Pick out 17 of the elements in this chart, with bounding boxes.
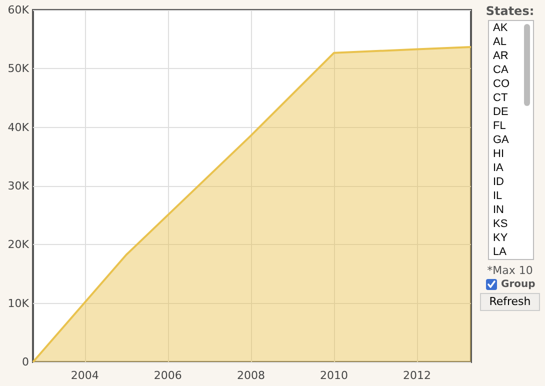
text: *Max 10	[486, 264, 534, 277]
y-tick-label: 30K	[8, 180, 30, 192]
state-listbox: AK AL AR CA CO CT DE FL GA HI IA ID IL IN KS KY LA	[488, 20, 534, 260]
text: States:	[484, 4, 536, 18]
y-tick-label: 40K	[8, 120, 30, 134]
x-tick-label: 2012	[403, 369, 432, 382]
y-tick-label: 50K	[8, 62, 30, 76]
x-tick-label: 2010	[320, 369, 348, 382]
y-tick-label: 20K	[8, 238, 30, 252]
x-tick-label: 2006	[154, 369, 182, 382]
y-tick-label: 10K	[8, 296, 30, 310]
refresh-button: Refresh	[480, 293, 540, 311]
text: Group	[501, 279, 536, 290]
y-tick-label: 0	[22, 356, 29, 368]
x-tick-label: 2004	[70, 369, 99, 382]
x-tick-label: 2008	[236, 369, 265, 382]
y-tick-label: 60K	[8, 4, 30, 16]
